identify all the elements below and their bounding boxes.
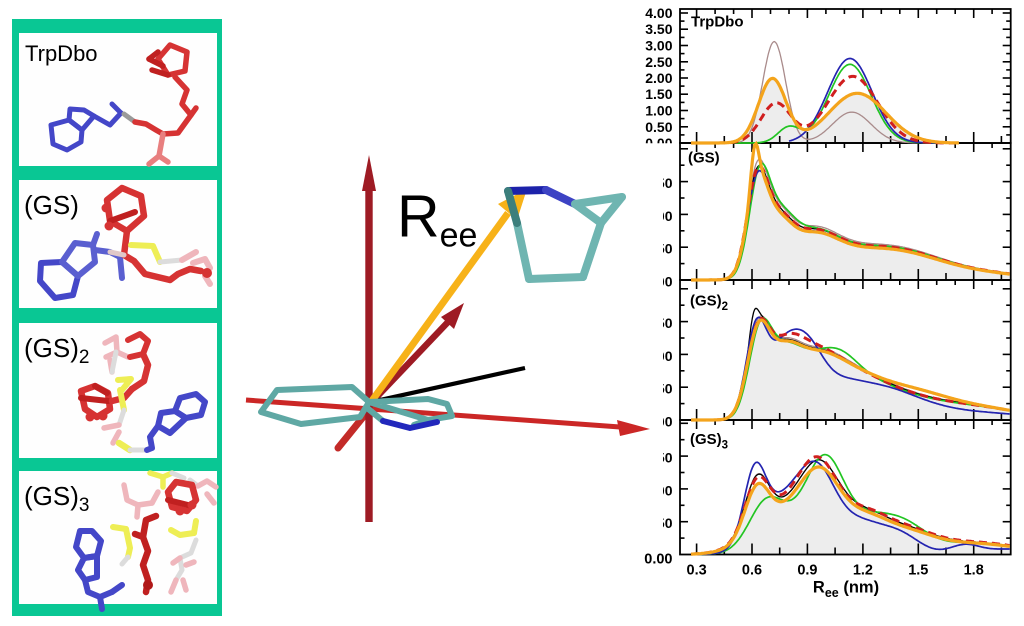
svg-text:1.50: 1.50 bbox=[645, 450, 672, 466]
svg-text:4.00: 4.00 bbox=[645, 5, 672, 21]
svg-text:3.00: 3.00 bbox=[645, 38, 672, 54]
svg-text:1.50: 1.50 bbox=[645, 86, 672, 102]
svg-text:(GS)2: (GS)2 bbox=[690, 293, 728, 314]
svg-text:TrpDbo: TrpDbo bbox=[691, 14, 744, 31]
svg-text:(GS): (GS) bbox=[24, 190, 79, 220]
svg-text:TrpDbo: TrpDbo bbox=[25, 41, 98, 66]
svg-text:0.00: 0.00 bbox=[644, 552, 672, 568]
svg-text:1.50: 1.50 bbox=[645, 315, 672, 331]
svg-text:(GS)3: (GS)3 bbox=[690, 431, 728, 452]
svg-text:1.2: 1.2 bbox=[853, 563, 873, 579]
svg-text:0.00: 0.00 bbox=[645, 135, 672, 151]
svg-text:1.00: 1.00 bbox=[645, 208, 672, 224]
svg-text:0.9: 0.9 bbox=[797, 563, 817, 579]
svg-text:0.50: 0.50 bbox=[645, 381, 672, 397]
svg-text:1.5: 1.5 bbox=[908, 563, 928, 579]
svg-text:3.50: 3.50 bbox=[645, 21, 672, 37]
svg-text:0.3: 0.3 bbox=[687, 563, 707, 579]
svg-text:0.50: 0.50 bbox=[645, 241, 672, 257]
svg-text:1.00: 1.00 bbox=[645, 348, 672, 364]
svg-text:1.00: 1.00 bbox=[645, 482, 672, 498]
svg-text:0.00: 0.00 bbox=[645, 274, 672, 290]
svg-text:(GS)2: (GS)2 bbox=[24, 333, 89, 368]
svg-text:1.00: 1.00 bbox=[645, 103, 672, 119]
svg-text:0.6: 0.6 bbox=[742, 563, 762, 579]
svg-text:(GS): (GS) bbox=[688, 150, 720, 167]
svg-text:2.00: 2.00 bbox=[645, 70, 672, 86]
svg-text:1.8: 1.8 bbox=[964, 563, 984, 579]
svg-text:0.00: 0.00 bbox=[645, 414, 672, 430]
svg-text:(GS)3: (GS)3 bbox=[24, 481, 89, 516]
svg-text:0.50: 0.50 bbox=[645, 119, 672, 135]
svg-text:2.50: 2.50 bbox=[645, 54, 672, 70]
svg-text:1.50: 1.50 bbox=[645, 175, 672, 191]
svg-text:0.50: 0.50 bbox=[645, 515, 672, 531]
